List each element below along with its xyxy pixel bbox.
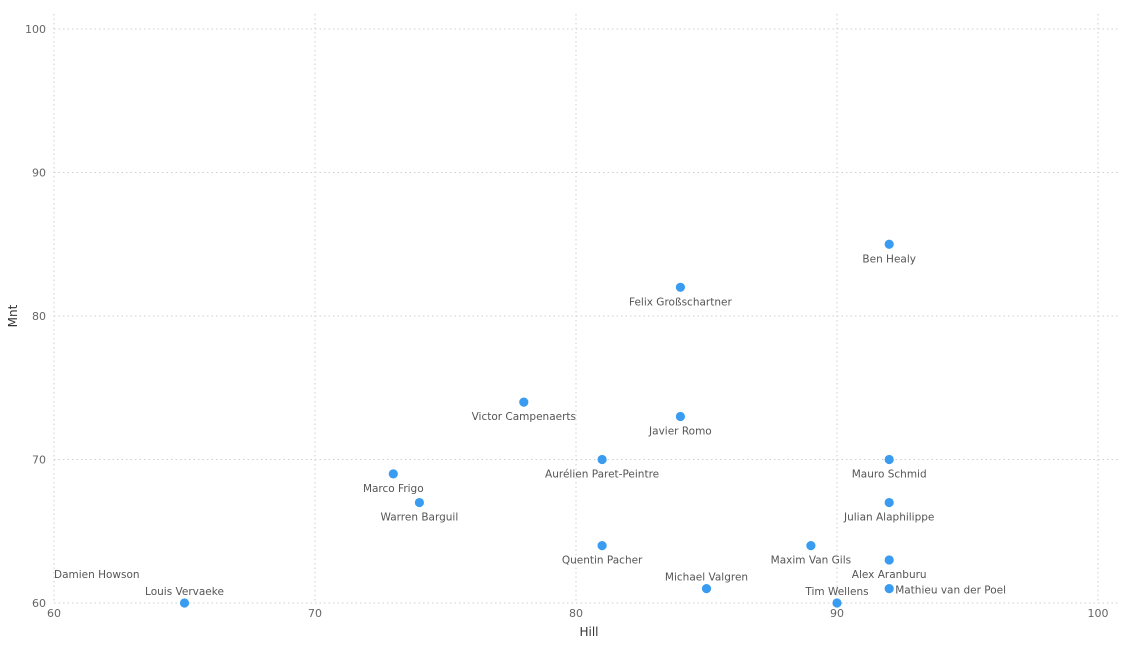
data-point-label: Damien Howson [54, 569, 140, 581]
data-point-label: Louis Vervaeke [145, 586, 224, 598]
data-point-label: Alex Aranburu [852, 569, 927, 581]
x-tick-label: 100 [1088, 607, 1109, 620]
tick-labels: 60 70 80 90 100 60 70 80 90 100 [25, 23, 1109, 620]
data-point[interactable] [675, 282, 686, 292]
data-point-label: Mauro Schmid [852, 469, 927, 481]
data-point-label: Warren Barguil [381, 512, 459, 524]
data-point[interactable] [806, 541, 816, 551]
data-point-label: Victor Campenaerts [472, 411, 576, 423]
data-point[interactable] [597, 541, 607, 551]
y-tick-label: 70 [32, 454, 46, 467]
data-point[interactable] [884, 454, 894, 465]
data-point[interactable] [884, 584, 894, 594]
data-point-label: Javier Romo [648, 425, 712, 437]
data-point-label: Tim Wellens [804, 586, 868, 598]
x-tick-label: 70 [308, 607, 322, 620]
data-point-label: Felix Großschartner [629, 296, 732, 308]
data-point[interactable] [884, 497, 894, 508]
y-tick-label: 60 [32, 597, 46, 610]
data-point-label: Mathieu van der Poel [895, 585, 1006, 597]
x-tick-label: 80 [569, 607, 583, 620]
y-tick-label: 100 [25, 23, 46, 36]
data-point-label: Quentin Pacher [562, 555, 643, 567]
data-point[interactable] [701, 584, 712, 594]
x-tick-label: 60 [47, 607, 61, 620]
data-point[interactable] [884, 239, 894, 249]
data-point-label: Maxim Van Gils [771, 555, 851, 567]
data-point-label: Marco Frigo [363, 483, 424, 495]
grid-layer [53, 14, 1118, 604]
data-points [179, 239, 894, 608]
data-point-label: Michael Valgren [665, 572, 748, 584]
data-point[interactable] [179, 598, 190, 608]
x-tick-label: 90 [830, 607, 844, 620]
data-point[interactable] [675, 411, 686, 422]
y-tick-label: 80 [32, 310, 46, 323]
data-point[interactable] [388, 469, 398, 479]
x-axis-title: Hill [579, 625, 598, 639]
data-labels: Ben Healy Felix Großschartner Victor Campe… [54, 253, 1006, 598]
y-tick-label: 90 [32, 167, 46, 180]
data-point[interactable] [832, 598, 842, 608]
data-point-label: Ben Healy [862, 253, 916, 265]
y-axis-title: Mnt [6, 304, 20, 327]
data-point[interactable] [884, 555, 894, 565]
data-point[interactable] [414, 497, 424, 508]
data-point[interactable] [597, 454, 607, 465]
data-point-label: Aurélien Paret-Peintre [545, 469, 659, 481]
data-point-label: Julian Alaphilippe [843, 512, 934, 524]
data-point[interactable] [519, 397, 529, 407]
